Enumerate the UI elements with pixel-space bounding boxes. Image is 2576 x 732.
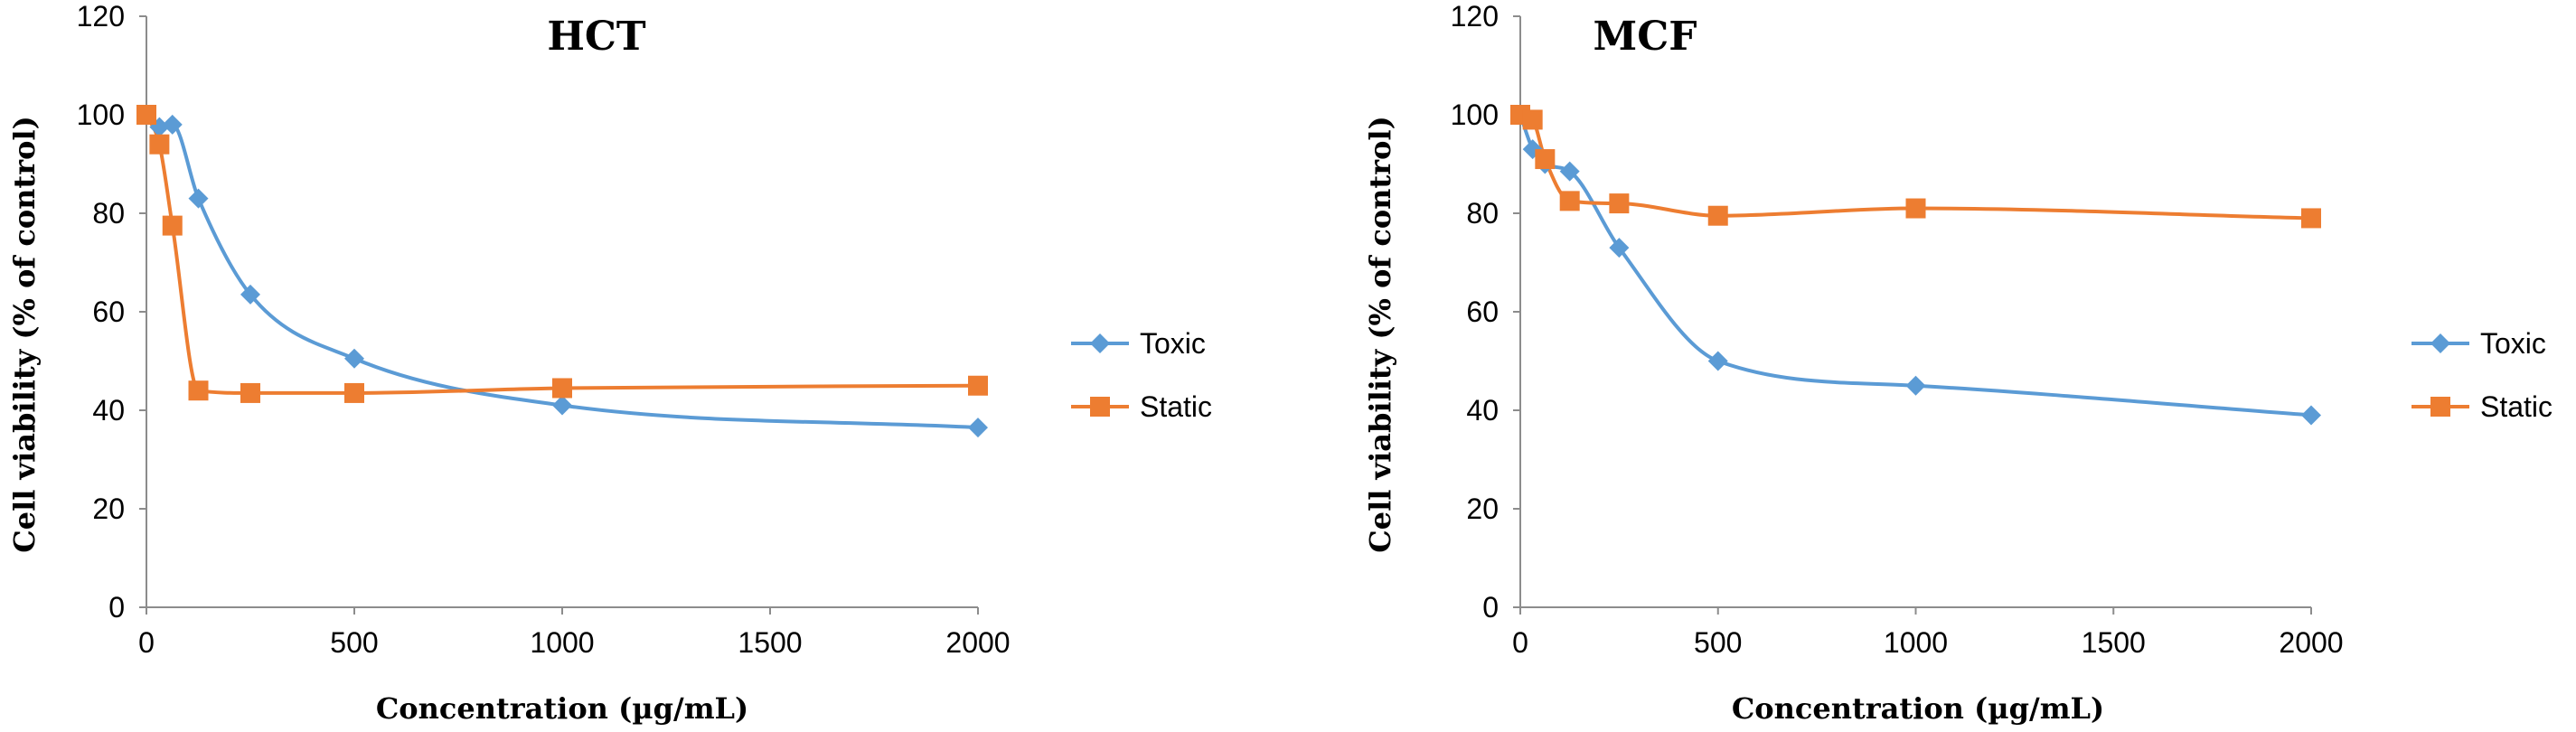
chart-title: HCT [547,14,646,60]
series-line-toxic [1518,114,2312,418]
data-point-toxic [1609,238,1630,258]
data-point-static [1522,109,1543,130]
y-tick-label: 100 [1451,99,1499,131]
y-tick-label: 60 [1466,296,1499,328]
data-point-toxic [344,348,364,369]
y-tick-label: 60 [92,296,125,328]
data-point-static [188,380,209,401]
x-axis-label: Concentration (µg/mL) [1732,691,2104,726]
data-point-static [1707,205,1728,226]
y-axis-label: Cell viability (% of control) [7,116,42,552]
data-point-toxic [188,188,209,209]
chart-title: MCF [1594,14,1697,60]
legend-label-toxic: Toxic [1140,327,1206,360]
data-point-static [552,378,572,399]
legend-marker-toxic [2430,333,2450,353]
series-line-static [1519,113,2312,221]
legend-label-static: Static [2480,390,2552,423]
y-tick-label: 20 [92,493,125,525]
y-tick-label: 40 [92,394,125,427]
data-point-static [1535,149,1556,170]
data-point-static [344,382,364,403]
data-point-toxic [1559,161,1580,182]
chart-panel-hct: HCT Cell viability (% of control) Concen… [7,0,1212,726]
series-line-static [145,114,979,395]
chart-panel-mcf: MCF Cell viability (% of control) Concen… [1363,0,2552,726]
y-tick-label: 20 [1466,493,1499,525]
data-point-static [1609,193,1630,214]
x-tick-label: 500 [330,626,378,659]
x-tick-label: 1500 [2082,626,2146,659]
x-tick-label: 2000 [945,626,1010,659]
data-point-toxic [2301,405,2321,426]
legend-marker-static [1090,397,1110,417]
y-tick-label: 120 [77,0,125,33]
data-point-static [149,134,170,155]
y-tick-label: 100 [77,99,125,131]
x-tick-label: 2000 [2279,626,2343,659]
data-point-toxic [1905,375,1926,396]
data-point-toxic [1707,351,1728,371]
x-axis-label: Concentration (µg/mL) [376,691,748,726]
y-tick-label: 120 [1451,0,1499,33]
data-point-static [1559,191,1580,211]
legend-label-static: Static [1140,390,1212,423]
x-tick-label: 1000 [530,626,594,659]
data-point-static [240,382,260,403]
y-tick-label: 0 [108,591,125,624]
y-tick-label: 40 [1466,394,1499,427]
data-point-toxic [968,418,988,438]
legend-label-toxic: Toxic [2480,327,2546,360]
y-tick-label: 80 [92,197,125,230]
x-tick-label: 0 [138,626,155,659]
legend-marker-toxic [1090,333,1110,353]
y-axis-label: Cell viability (% of control) [1363,116,1397,552]
data-point-toxic [162,114,183,135]
x-tick-label: 0 [1512,626,1528,659]
x-tick-label: 500 [1694,626,1742,659]
x-tick-label: 1000 [1884,626,1948,659]
legend-marker-static [2430,397,2450,417]
data-point-static [1905,198,1926,219]
y-tick-label: 80 [1466,197,1499,230]
data-point-static [136,105,156,125]
data-point-static [968,375,988,396]
x-tick-label: 1500 [738,626,802,659]
data-point-static [162,215,183,236]
data-point-toxic [552,395,572,416]
data-point-static [2301,208,2321,229]
y-tick-label: 0 [1482,591,1499,624]
data-point-toxic [240,284,260,305]
